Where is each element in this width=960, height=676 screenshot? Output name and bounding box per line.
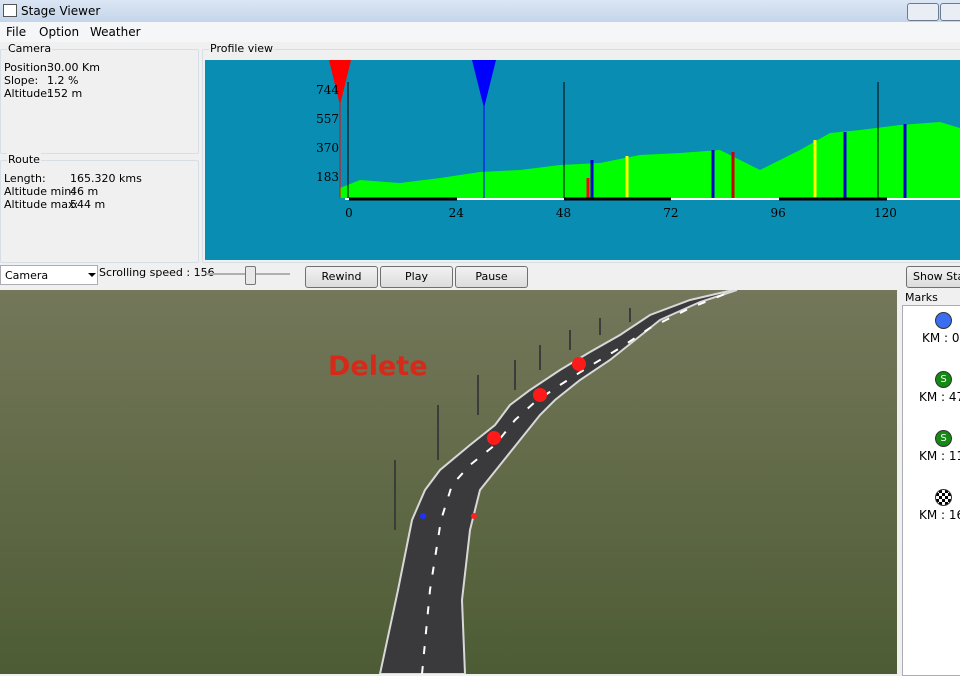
mark-label[interactable]: KM : 0.0 bbox=[922, 331, 960, 345]
marks-label: Marks bbox=[905, 291, 938, 304]
marks-list: KM : 0.0 S KM : 47. S KM : 117 KM : 161 bbox=[902, 305, 960, 676]
y-tick-label: 183 bbox=[316, 170, 339, 184]
field-label: Altitude max: bbox=[4, 198, 79, 211]
mark-label[interactable]: KM : 47. bbox=[919, 390, 960, 404]
x-tick-label: 24 bbox=[449, 206, 465, 220]
label: Scrolling speed : bbox=[99, 266, 191, 279]
combo-text: Camera bbox=[5, 269, 49, 282]
mark-label[interactable]: KM : 161 bbox=[919, 508, 960, 522]
field-label: Altitude: bbox=[4, 87, 51, 100]
field-value: 165.320 kms bbox=[70, 172, 142, 185]
menu-item[interactable]: Option bbox=[39, 25, 80, 39]
title-bar: Stage Viewer bbox=[0, 0, 960, 22]
field-value: 46 m bbox=[70, 185, 99, 198]
speed-value: 156 bbox=[193, 266, 215, 279]
field-value: 1.2 % bbox=[47, 74, 79, 87]
y-tick-label: 370 bbox=[316, 141, 339, 155]
field-value: 544 m bbox=[70, 198, 106, 211]
combo-arrow bbox=[88, 273, 96, 281]
x-tick-label: 0 bbox=[345, 206, 353, 220]
mark-icon-text: S bbox=[940, 374, 947, 385]
field-label: Position: bbox=[4, 61, 51, 74]
x-tick-label: 96 bbox=[770, 206, 785, 220]
maximize-button[interactable] bbox=[940, 3, 960, 21]
3d-view: Delete bbox=[0, 290, 897, 674]
camera-group: Camera Position: 30.00 Km Slope: 1.2 % Altit… bbox=[0, 42, 199, 154]
mark-label[interactable]: KM : 117 bbox=[919, 449, 960, 463]
mark-icon bbox=[935, 312, 952, 329]
app-icon bbox=[3, 4, 17, 17]
slider-thumb[interactable] bbox=[245, 266, 256, 285]
y-tick-label: 744 bbox=[316, 83, 339, 97]
minimize-button[interactable] bbox=[907, 3, 939, 21]
group-title: Profile view bbox=[209, 42, 275, 55]
field-label: Slope: bbox=[4, 74, 39, 87]
group-title: Route bbox=[7, 153, 41, 166]
view-combo[interactable]: Camera bbox=[0, 265, 98, 285]
route-group: Route Length: 165.320 kms Altitude min: 46 … bbox=[0, 153, 199, 263]
control-button[interactable]: Rewind bbox=[305, 266, 378, 288]
show-stages-button[interactable]: Show Stag bbox=[906, 266, 960, 288]
mark-icon: S bbox=[935, 371, 952, 388]
control-button[interactable]: Play bbox=[380, 266, 453, 288]
mark-icon: S bbox=[935, 430, 952, 447]
menu-bar: File Option Weather bbox=[0, 22, 960, 42]
speed-label: Scrolling speed : 156 bbox=[99, 266, 215, 279]
y-tick-label: 557 bbox=[316, 112, 339, 126]
field-value: 152 m bbox=[47, 87, 83, 100]
overlay-label: Delete bbox=[328, 351, 428, 382]
profile-chart: 744 557 370 183 0 24 48 72 96 120 bbox=[205, 60, 960, 260]
field-label: Altitude min: bbox=[4, 185, 75, 198]
control-button[interactable]: Pause bbox=[455, 266, 528, 288]
profile-group: Profile view bbox=[202, 42, 960, 263]
mark-icon bbox=[935, 489, 952, 506]
mark-icon-text: S bbox=[940, 433, 947, 444]
menu-item[interactable]: File bbox=[6, 25, 27, 39]
field-label: Length: bbox=[4, 172, 46, 185]
x-tick-label: 120 bbox=[874, 206, 897, 220]
field-value: 30.00 Km bbox=[47, 61, 100, 74]
x-tick-label: 72 bbox=[663, 206, 678, 220]
group-title: Camera bbox=[7, 42, 53, 55]
menu-item[interactable]: Weather bbox=[90, 25, 141, 39]
window-title: Stage Viewer bbox=[21, 4, 101, 18]
x-tick-label: 48 bbox=[556, 206, 571, 220]
